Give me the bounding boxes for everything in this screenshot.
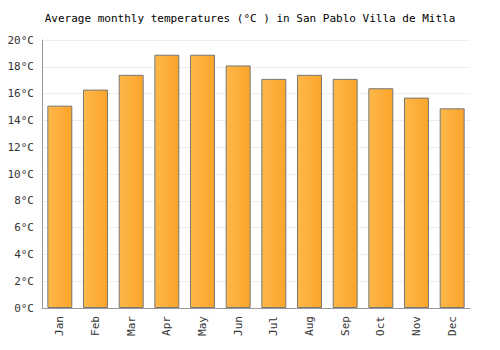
svg-text:Oct: Oct — [374, 316, 387, 336]
svg-text:Dec: Dec — [446, 316, 459, 336]
svg-text:8°C: 8°C — [14, 194, 34, 207]
svg-text:Jun: Jun — [232, 316, 245, 336]
svg-text:10°C: 10°C — [8, 168, 35, 181]
svg-text:18°C: 18°C — [8, 60, 35, 73]
svg-text:0°C: 0°C — [14, 302, 34, 315]
svg-text:Jul: Jul — [267, 316, 280, 336]
svg-text:Average monthly temperatures (: Average monthly temperatures (°C ) in Sa… — [45, 12, 456, 25]
svg-text:6°C: 6°C — [14, 221, 34, 234]
svg-text:12°C: 12°C — [8, 141, 35, 154]
svg-text:Sep: Sep — [339, 316, 352, 336]
svg-text:May: May — [196, 316, 209, 336]
svg-text:Nov: Nov — [410, 316, 423, 336]
svg-text:4°C: 4°C — [14, 248, 34, 261]
svg-text:20°C: 20°C — [8, 34, 35, 47]
svg-text:Feb: Feb — [89, 316, 102, 336]
svg-text:14°C: 14°C — [8, 114, 35, 127]
svg-text:Jan: Jan — [53, 316, 66, 336]
svg-text:16°C: 16°C — [8, 87, 35, 100]
svg-text:2°C: 2°C — [14, 275, 34, 288]
svg-text:Aug: Aug — [303, 316, 316, 336]
svg-text:Mar: Mar — [125, 316, 138, 336]
svg-text:Apr: Apr — [160, 316, 173, 336]
